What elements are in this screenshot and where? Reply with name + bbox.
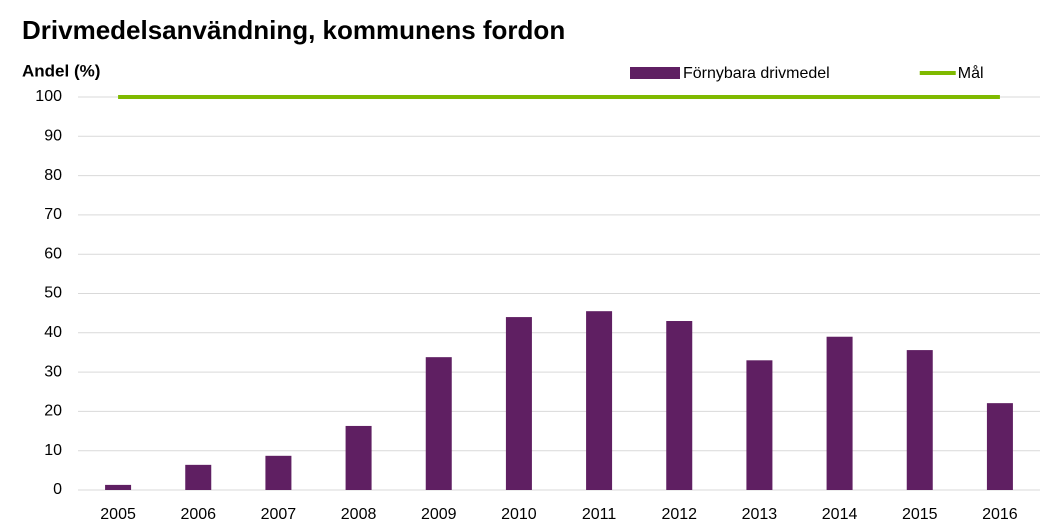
y-tick-label: 20 (44, 403, 62, 420)
chart-title: Drivmedelsanvändning, kommunens fordon (22, 15, 565, 45)
y-tick-label: 80 (44, 167, 62, 184)
y-tick-label: 10 (44, 442, 62, 459)
y-tick-label: 60 (44, 245, 62, 262)
y-axis-label: Andel (%) (22, 61, 100, 80)
x-tick-label: 2008 (341, 506, 377, 523)
x-tick-label: 2007 (261, 506, 297, 523)
bar (586, 311, 613, 490)
legend-label: Mål (958, 64, 984, 82)
bar (986, 403, 1013, 490)
y-tick-label: 0 (53, 481, 62, 498)
x-tick-label: 2012 (661, 506, 697, 523)
y-tick-label: 30 (44, 363, 62, 380)
bar (425, 357, 452, 490)
x-tick-label: 2006 (180, 506, 216, 523)
legend-swatch (630, 67, 680, 79)
bar (505, 317, 532, 490)
x-tick-label: 2005 (100, 506, 136, 523)
y-tick-label: 70 (44, 206, 62, 223)
bar (105, 484, 132, 490)
y-tick-label: 40 (44, 324, 62, 341)
x-tick-label: 2016 (982, 506, 1018, 523)
y-tick-label: 50 (44, 285, 62, 302)
x-tick-label: 2011 (582, 506, 617, 523)
x-tick-label: 2013 (742, 506, 778, 523)
bar (906, 350, 933, 490)
bar (746, 360, 773, 490)
x-tick-label: 2010 (501, 506, 537, 523)
bar (265, 455, 292, 490)
x-tick-label: 2009 (421, 506, 457, 523)
x-tick-label: 2014 (822, 506, 858, 523)
bar (185, 464, 212, 490)
y-tick-label: 100 (35, 88, 62, 105)
legend-label: Förnybara drivmedel (683, 65, 830, 82)
y-tick-label: 90 (44, 128, 62, 145)
x-tick-label: 2015 (902, 506, 938, 523)
bar (826, 336, 853, 490)
bar (345, 425, 372, 490)
bar (666, 321, 693, 490)
